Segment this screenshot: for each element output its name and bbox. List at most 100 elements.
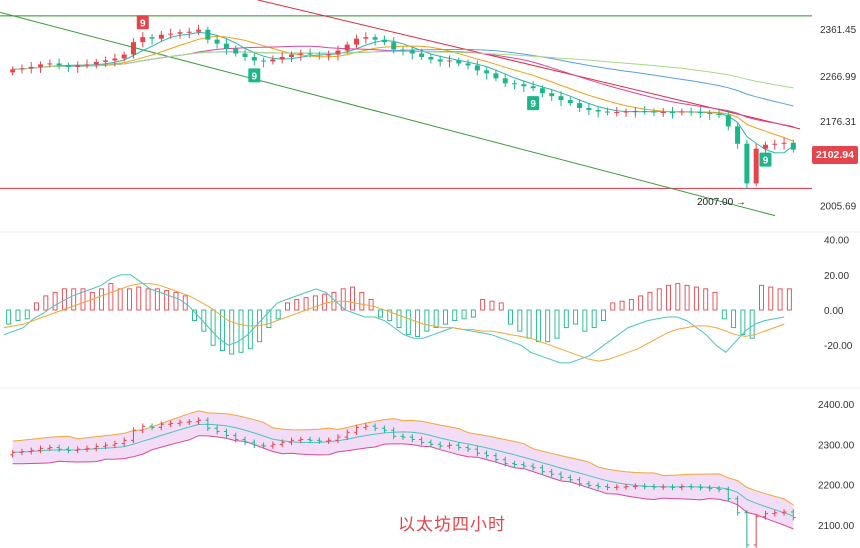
macd-histogram-bar — [34, 302, 39, 311]
macd-tick-label: 20.00 — [824, 271, 849, 282]
bollinger-lower — [12, 435, 794, 530]
macd-histogram-bar — [508, 309, 513, 325]
macd-histogram-bar — [721, 309, 727, 320]
macd-histogram-bar — [656, 288, 662, 311]
macd-histogram-bar — [786, 288, 792, 311]
bollinger-tick-label: 2300.00 — [818, 440, 855, 451]
candle-body — [549, 93, 555, 97]
candle-body — [735, 126, 741, 144]
macd-dea-line — [3, 283, 785, 362]
macd-histogram-bar — [452, 309, 458, 322]
candle-body — [642, 111, 648, 113]
candle-body — [419, 53, 425, 57]
candle-body — [270, 59, 276, 62]
low-price-annotation: 2007.00 → — [697, 197, 746, 208]
macd-histogram-bar — [675, 283, 681, 311]
candle-body — [716, 114, 722, 115]
moving-average-20 — [12, 45, 794, 128]
candle-body — [512, 83, 518, 85]
macd-histogram-bar — [266, 309, 272, 329]
candle-body — [484, 70, 490, 74]
macd-histogram-bar — [154, 288, 160, 311]
candle-body — [335, 50, 341, 55]
macd-histogram-bar — [526, 309, 532, 339]
macd-histogram-bar — [173, 291, 179, 311]
bollinger-panel — [10, 410, 796, 548]
candle-body — [465, 63, 471, 66]
candle-body — [168, 33, 174, 35]
macd-histogram-bar — [99, 288, 105, 311]
macd-histogram-bar — [591, 309, 597, 329]
candle-body — [251, 57, 257, 61]
macd-histogram-bar — [192, 309, 197, 322]
macd-histogram-bar — [6, 309, 12, 325]
macd-histogram-bar — [405, 309, 411, 336]
candle-body — [586, 108, 592, 111]
td-sequential-marker — [248, 68, 261, 83]
candle-body — [670, 112, 676, 114]
candle-body — [121, 54, 127, 59]
macd-histogram-bar — [415, 309, 421, 337]
candle-body — [595, 110, 601, 112]
td-sequential-marker — [527, 96, 540, 111]
macd-histogram-bar — [582, 309, 588, 332]
panel-separators — [0, 231, 860, 389]
td-sequential-label: 9 — [252, 71, 258, 82]
macd-histogram-bar — [554, 309, 560, 339]
macd-histogram-bar — [563, 309, 569, 329]
candle-body — [614, 112, 620, 114]
candle-body — [344, 44, 350, 51]
candle-body — [409, 50, 415, 54]
candle-body — [47, 63, 53, 65]
macd-histogram-bar — [145, 288, 151, 311]
macd-histogram-bar — [712, 291, 718, 311]
macd-histogram-bar — [52, 291, 58, 311]
macd-histogram-bar — [619, 300, 625, 311]
macd-histogram-bar — [666, 284, 671, 311]
candle-body — [205, 29, 211, 40]
candle-body — [298, 53, 304, 55]
macd-tick-label: 0.00 — [824, 306, 844, 317]
macd-histogram-bar — [182, 295, 188, 311]
macd-histogram-bar — [377, 309, 383, 318]
macd-histogram-bar — [759, 284, 764, 311]
trend-line-lower — [0, 11, 776, 217]
candle-body — [632, 111, 638, 113]
macd-histogram-bar — [740, 309, 746, 336]
macd-histogram-bar — [350, 286, 355, 311]
candle-body — [177, 32, 183, 34]
macd-histogram-bar — [396, 309, 402, 329]
candle-body — [558, 96, 564, 101]
macd-histogram-bar — [80, 288, 86, 311]
price-tick-label: 2005.69 — [820, 201, 857, 212]
macd-histogram-bar — [749, 309, 755, 339]
candle-body — [762, 144, 768, 149]
candle-body — [158, 34, 164, 39]
candle-body — [651, 111, 657, 113]
macd-histogram-bar — [610, 302, 616, 311]
candle-body — [186, 31, 192, 33]
td-sequential-label: 9 — [763, 156, 769, 167]
candle-body — [623, 111, 629, 113]
macd-histogram-bar — [322, 293, 328, 311]
candle-body — [38, 64, 44, 67]
candle-body — [214, 39, 220, 44]
candle-body — [521, 84, 527, 87]
macd-histogram-bar — [470, 309, 476, 318]
macd-histogram-bar — [517, 309, 523, 332]
candle-body — [493, 73, 499, 79]
macd-tick-label: 40.00 — [824, 236, 849, 247]
candle-body — [577, 103, 583, 109]
macd-histogram-bar — [433, 309, 439, 329]
macd-histogram-bar — [247, 309, 253, 350]
bollinger-tick-label: 2200.00 — [818, 481, 855, 492]
candle-body — [688, 111, 694, 113]
candle-body — [530, 86, 536, 89]
candle-body — [428, 57, 434, 60]
macd-histogram-bar — [601, 309, 606, 322]
macd-histogram-bar — [731, 309, 737, 329]
macd-histogram-bar — [628, 298, 634, 311]
macd-histogram-bar — [461, 309, 467, 320]
bollinger-tick-label: 2100.00 — [818, 521, 855, 532]
